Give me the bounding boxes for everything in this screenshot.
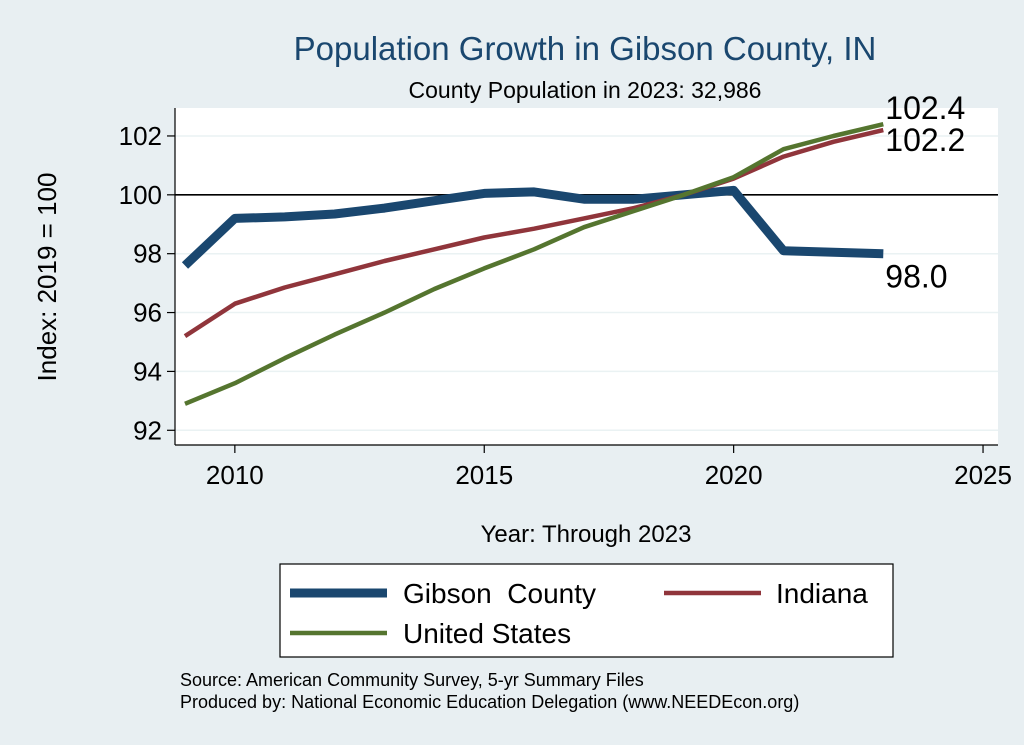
x-tick-label-2010: 2010	[206, 460, 264, 490]
series-line-united-states	[184, 122, 884, 406]
y-tick-label-94: 94	[133, 356, 162, 386]
end-label-gibson-county: 98.0	[885, 259, 947, 295]
y-tick-label-92: 92	[133, 415, 162, 445]
x-tick-label-2020: 2020	[705, 460, 763, 490]
chart-subtitle: County Population in 2023: 32,986	[409, 77, 762, 103]
x-tick-label-2025: 2025	[954, 460, 1012, 490]
legend-item-gibson-county: Gibson County	[290, 578, 596, 609]
x-axis-label: Year: Through 2023	[481, 521, 692, 548]
legend-item-indiana: Indiana	[664, 578, 868, 609]
x-axis-ticks: 2010 2015 2020 2025	[206, 445, 1012, 490]
legend-label-indiana: Indiana	[776, 578, 868, 609]
plot-area	[175, 108, 998, 445]
y-tick-label-98: 98	[133, 239, 162, 269]
legend-label-united-states: United States	[403, 618, 571, 649]
y-axis-label: Index: 2019 = 100	[32, 173, 62, 382]
end-label-indiana: 102.2	[885, 122, 965, 158]
series-line-gibson-county	[181, 185, 884, 269]
y-tick-label-96: 96	[133, 298, 162, 328]
series-line-indiana	[183, 127, 884, 338]
legend-box	[279, 563, 894, 658]
produced-by-note: Produced by: National Economic Education…	[180, 692, 799, 712]
source-note: Source: American Community Survey, 5-yr …	[180, 670, 644, 690]
y-tick-label-100: 100	[119, 180, 162, 210]
y-axis-ticks: 92 94 96 98 100 102	[119, 121, 175, 445]
end-label-united-states: 102.4	[885, 90, 965, 126]
legend-label-gibson-county: Gibson County	[403, 578, 596, 609]
legend-item-united-states: United States	[290, 618, 571, 649]
series-lines	[181, 122, 884, 406]
y-tick-label-102: 102	[119, 121, 162, 151]
x-tick-label-2015: 2015	[455, 460, 513, 490]
chart-title: Population Growth in Gibson County, IN	[294, 30, 877, 67]
